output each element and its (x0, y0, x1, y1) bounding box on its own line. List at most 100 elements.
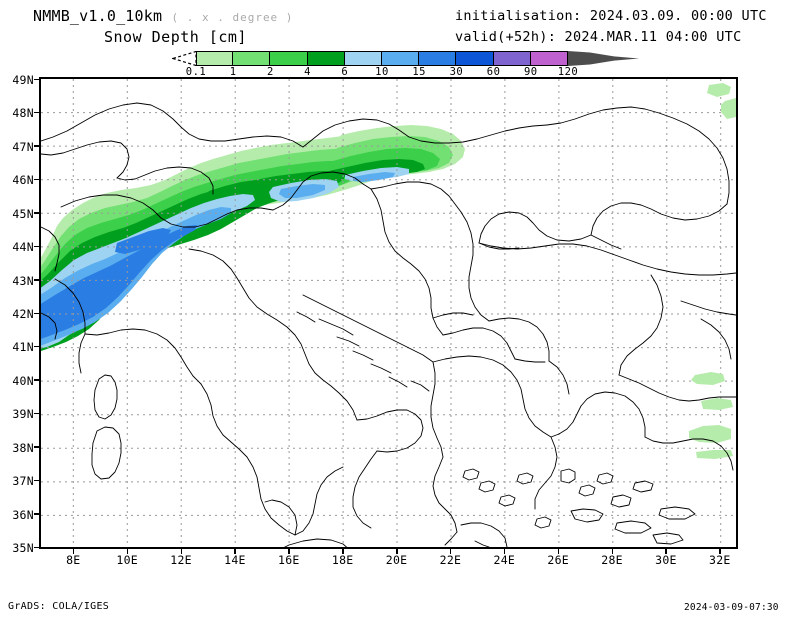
lon-tick-30E (665, 549, 667, 554)
lon-label-18E: 18E (331, 553, 354, 567)
colorbar-tick-90: 90 (523, 66, 538, 78)
colorbar-tick-30: 30 (449, 66, 464, 78)
lat-label-40N: 40N (12, 373, 34, 388)
snow-band-15-30-node (115, 228, 171, 254)
model-resolution: ( . x . degree ) (171, 11, 294, 24)
model-title: NMMB_v1.0_10km ( . x . degree ) (33, 7, 293, 25)
lat-label-46N: 46N (12, 173, 34, 188)
lon-label-12E: 12E (170, 553, 192, 567)
lon-tick-24E (503, 549, 506, 554)
colorbar-segment-1 (233, 51, 271, 66)
lon-label-8E: 8E (66, 553, 81, 567)
lon-tick-22E (449, 549, 452, 554)
lon-label-22E: 22E (439, 553, 462, 567)
lon-tick-18E (342, 549, 344, 554)
lat-label-47N: 47N (12, 139, 34, 154)
colorbar-tick-labels: 0.1 1 2 4 6 10 15 30 60 90 120 (172, 66, 640, 79)
lon-tick-10E (126, 549, 129, 554)
colorbar-tick-120: 120 (557, 66, 579, 78)
lat-label-42N: 42N (12, 307, 34, 321)
grads-credit: GrADS: COLA/IGES (8, 601, 110, 612)
lat-label-41N: 41N (12, 340, 34, 355)
colorbar-segment-6 (419, 51, 457, 66)
lat-label-39N: 39N (12, 407, 34, 422)
colorbar-tick-10: 10 (375, 66, 389, 78)
lat-label-43N: 43N (12, 273, 34, 288)
lat-label-44N: 44N (12, 240, 34, 255)
lat-label-35N: 35N (12, 541, 34, 555)
lon-tick-20E (396, 549, 398, 554)
colorbar-underflow-arrow-icon (172, 51, 197, 66)
colorbar-segment-8 (493, 51, 531, 66)
lon-label-14E: 14E (224, 553, 246, 567)
lat-label-37N: 37N (12, 474, 34, 489)
colorbar-tick-6: 6 (341, 66, 349, 78)
lat-tick-45N (34, 212, 39, 214)
lat-label-45N: 45N (12, 206, 34, 221)
model-name: NMMB_v1.0_10km (33, 7, 163, 25)
colorbar-segment-7 (456, 51, 494, 66)
colorbar-tick-1: 1 (229, 66, 237, 78)
colorbar: 0.1 1 2 4 6 10 15 30 60 90 120 (172, 51, 640, 79)
lat-tick-37N (34, 479, 39, 482)
lat-tick-42N (34, 312, 39, 314)
lon-label-20E: 20E (385, 553, 408, 567)
lon-label-16E: 16E (277, 553, 300, 567)
lon-label-24E: 24E (493, 553, 516, 567)
lat-label-36N: 36N (12, 507, 34, 522)
colorbar-tick-4: 4 (304, 66, 312, 78)
lon-label-10E: 10E (116, 553, 139, 567)
colorbar-segment-4 (344, 51, 382, 66)
colorbar-segment-9 (530, 51, 568, 66)
lon-label-30E: 30E (655, 553, 677, 567)
colorbar-segment-5 (381, 51, 420, 66)
lon-tick-28E (611, 549, 614, 554)
lat-label-38N: 38N (12, 440, 34, 455)
lon-tick-16E (288, 549, 290, 554)
lon-label-28E: 28E (601, 553, 623, 567)
colorbar-segment-0 (196, 51, 234, 66)
snow-band-10-15-mid (279, 184, 325, 198)
lon-tick-14E (234, 549, 236, 554)
lat-tick-39N (34, 412, 39, 415)
lon-tick-8E (72, 549, 75, 554)
lat-tick-46N (34, 178, 39, 181)
lon-label-32E: 32E (708, 553, 731, 567)
lon-tick-26E (557, 549, 560, 554)
lon-label-26E: 26E (547, 553, 570, 567)
colorbar-tick-15: 15 (412, 66, 427, 78)
colorbar-tick-60: 60 (486, 66, 501, 78)
lat-tick-38N (34, 446, 39, 448)
initialisation-time: initialisation: 2024.03.09. 00:00 UTC (455, 8, 767, 24)
lat-tick-40N (34, 379, 39, 381)
colorbar-tick-2: 2 (266, 66, 274, 78)
lat-tick-36N (34, 513, 39, 515)
colorbar-segment-3 (307, 51, 345, 66)
lon-tick-32E (719, 549, 721, 554)
lat-tick-41N (34, 345, 39, 348)
colorbar-overflow-arrow-icon (568, 51, 639, 66)
lat-label-49N: 49N (12, 73, 34, 87)
map-svg (41, 79, 736, 547)
snow-patches-anatolia (689, 83, 736, 459)
valid-time: valid(+52h): 2024.MAR.11 04:00 UTC (455, 29, 742, 45)
lon-tick-12E (180, 549, 183, 554)
colorbar-segment-2 (270, 51, 308, 66)
map-coastlines (41, 102, 736, 547)
lat-tick-49N (34, 78, 39, 80)
generation-timestamp: 2024-03-09-07:30 (684, 602, 779, 613)
lat-tick-47N (34, 145, 39, 147)
lat-tick-35N (34, 546, 39, 548)
colorbar-segments (196, 51, 568, 66)
map-canvas[interactable] (39, 77, 738, 549)
snow-band-4-6-extra (203, 180, 265, 203)
snow-band-15-30 (41, 225, 197, 339)
variable-title: Snow Depth [cm] (104, 28, 247, 46)
colorbar-tick-0.1: 0.1 (185, 66, 207, 78)
snow-band-15-30-group (41, 225, 197, 339)
lat-label-48N: 48N (12, 106, 34, 121)
lat-tick-48N (34, 111, 39, 114)
lat-tick-43N (34, 279, 39, 281)
snow-band-10-15-east (353, 172, 395, 182)
